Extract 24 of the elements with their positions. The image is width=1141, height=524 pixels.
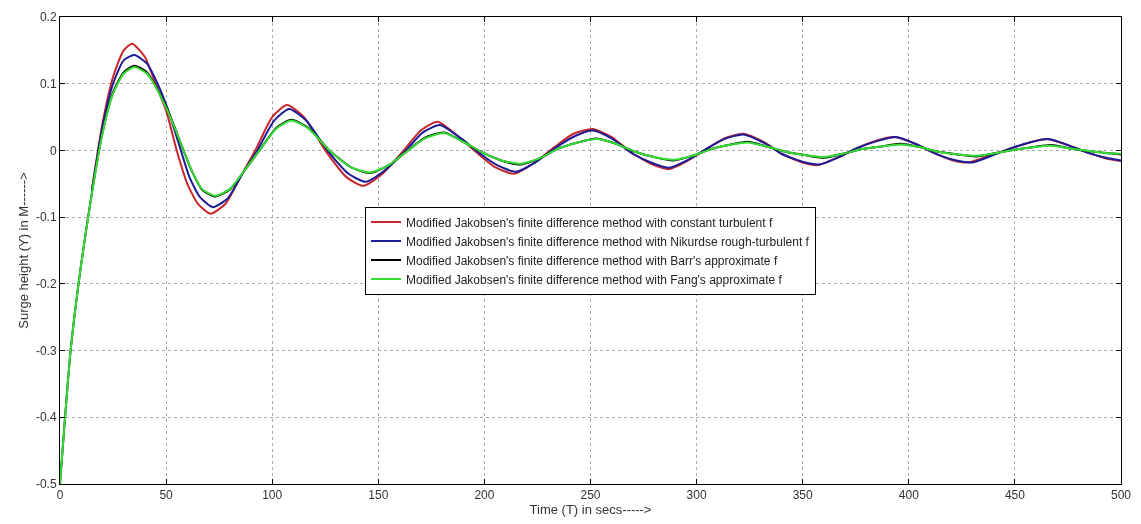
y-tick-label: -0.3 — [35, 343, 57, 358]
x-axis-title: Time (T) in secs-----> — [529, 502, 652, 518]
x-tick-label: 300 — [686, 488, 707, 503]
y-axis-title: Surge height (Y) in M------> — [15, 172, 31, 329]
x-tick-label: 500 — [1110, 488, 1132, 503]
y-tick-label: 0.1 — [39, 76, 57, 91]
legend-label: Modified Jakobsen's finite difference method with Fang's approximate f — [406, 272, 783, 287]
x-tick-label: 250 — [580, 488, 601, 503]
y-tick-label: -0.5 — [35, 477, 57, 492]
legend-label: Modified Jakobsen's finite difference method with Nikurdse rough-turbulent f — [406, 234, 810, 249]
x-tick-label: 350 — [792, 488, 814, 503]
x-tick-label: 100 — [262, 488, 283, 503]
x-tick-label: 150 — [368, 488, 389, 503]
y-tick-label: -0.2 — [35, 277, 57, 292]
x-tick-label: 400 — [898, 488, 920, 503]
x-tick-label: 50 — [159, 488, 174, 503]
y-tick-label: 0.2 — [39, 10, 57, 25]
x-tick-label: 450 — [1004, 488, 1026, 503]
y-tick-label: 0 — [49, 143, 57, 158]
y-tick-label: -0.1 — [35, 210, 57, 225]
legend-label: Modified Jakobsen's finite difference method with constant turbulent f — [406, 215, 773, 230]
x-tick-label: 200 — [474, 488, 495, 503]
y-tick-label: -0.4 — [35, 410, 57, 425]
legend-label: Modified Jakobsen's finite difference method with Barr's approximate f — [406, 253, 778, 268]
